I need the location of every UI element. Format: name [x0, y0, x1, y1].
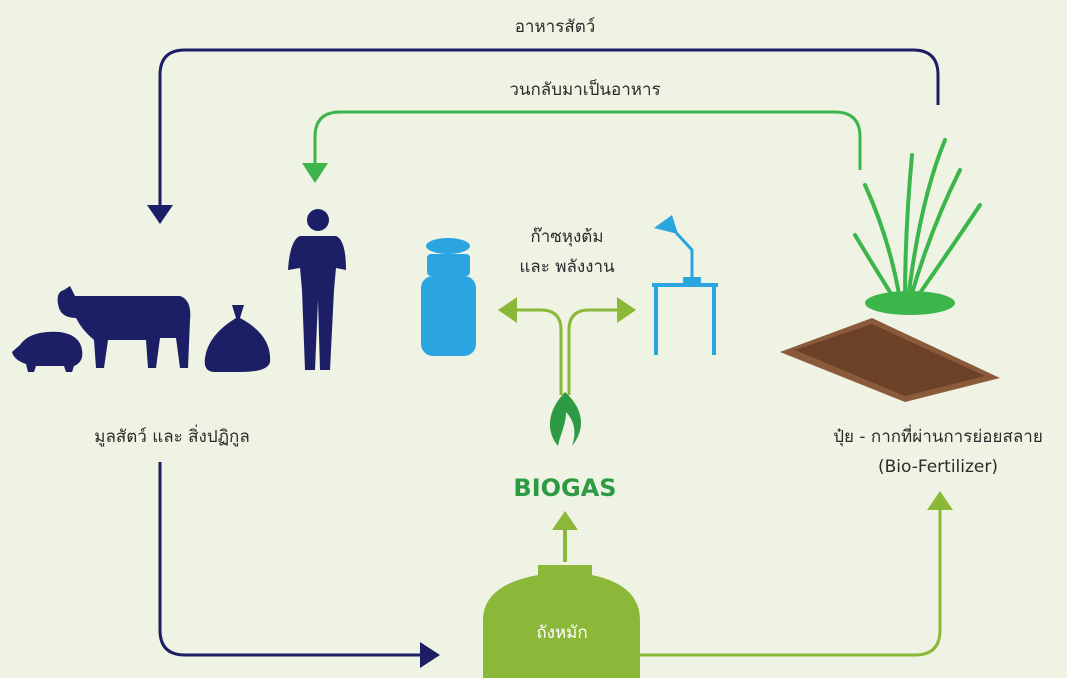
fertilizer-label: (Bio-Fertilizer) — [878, 457, 998, 477]
plant-mound — [865, 291, 955, 315]
digester-label: ถังหมัก — [536, 623, 587, 643]
page: อาหารสัตว์ วนกลับมาเป็นอาหาร ก๊าซหุงต้ม … — [0, 0, 1067, 678]
cylinder-lid — [426, 238, 470, 254]
return-label: วนกลับมาเป็นอาหาร — [509, 78, 660, 100]
gas-cylinder — [421, 238, 476, 356]
cylinder-body — [421, 276, 476, 356]
person-head — [307, 209, 329, 231]
energy-label: ก๊าซหุงต้ม — [530, 227, 603, 247]
energy-label: และ พลังงาน — [519, 257, 615, 277]
feed-label: อาหารสัตว์ — [515, 17, 596, 37]
lamp-base — [683, 277, 701, 284]
cylinder-valve — [427, 254, 470, 276]
fertilizer-label: ปุ๋ย - กากที่ผ่านการย่อยสลาย — [833, 424, 1043, 447]
waste-label: มูลสัตว์ และ สิ่งปฏิกูล — [94, 424, 250, 447]
biogas-label: BIOGAS — [513, 474, 616, 502]
biogas-diagram: อาหารสัตว์ วนกลับมาเป็นอาหาร ก๊าซหุงต้ม … — [0, 0, 1067, 678]
